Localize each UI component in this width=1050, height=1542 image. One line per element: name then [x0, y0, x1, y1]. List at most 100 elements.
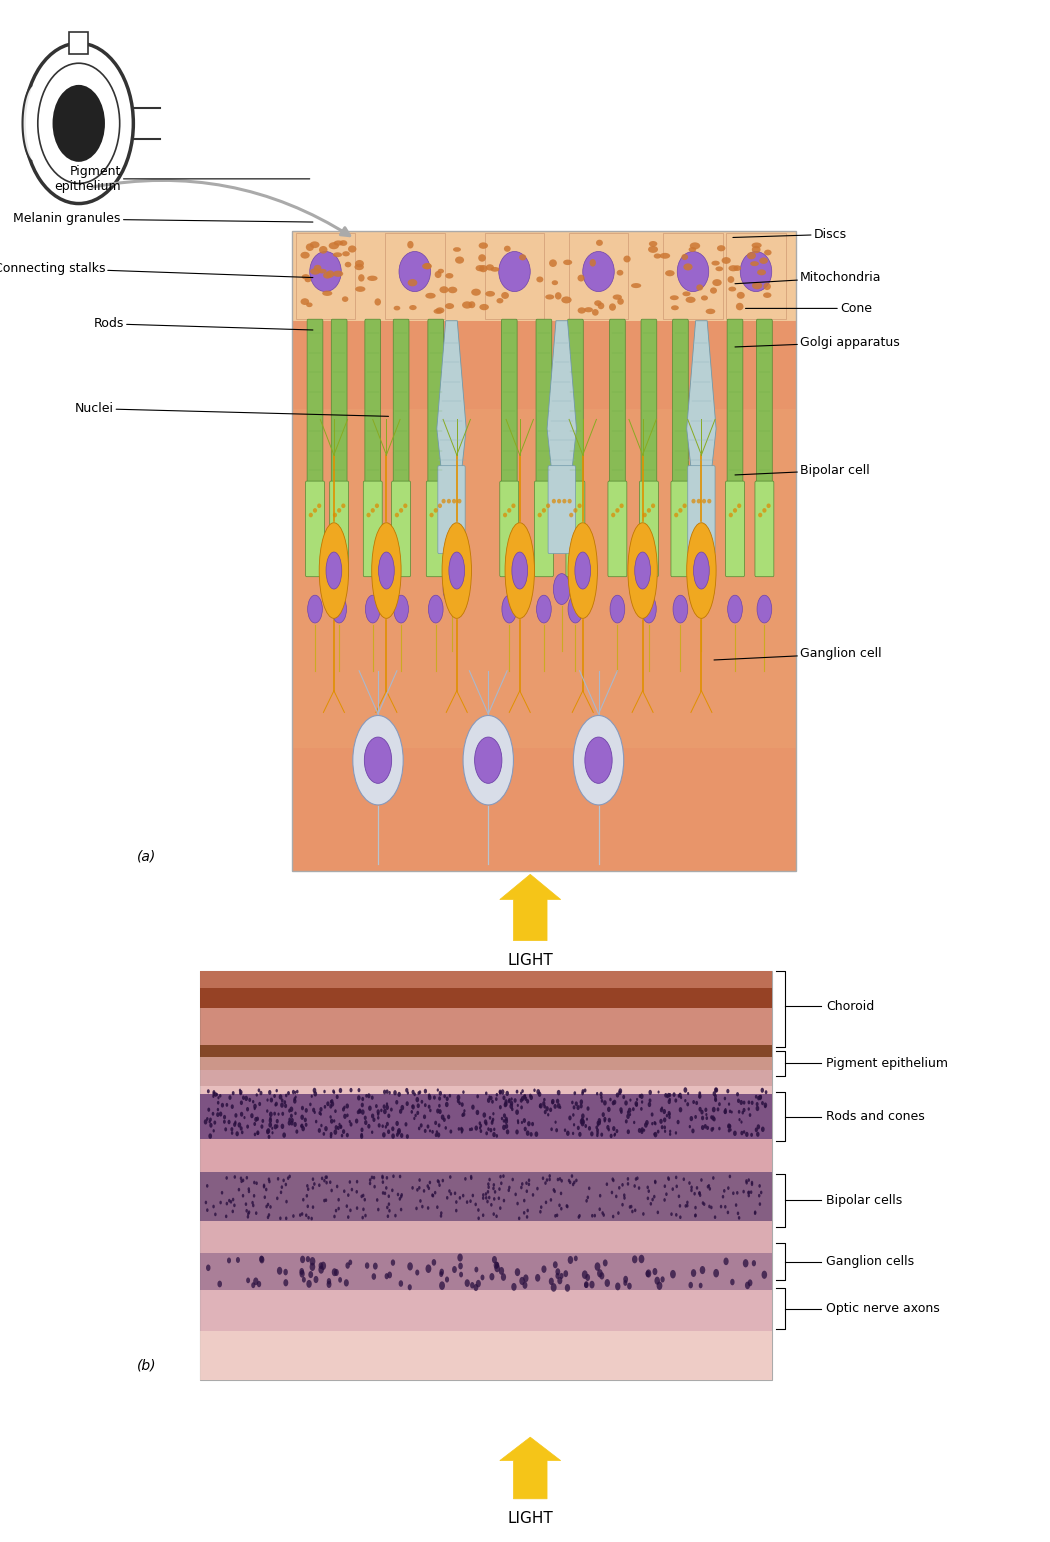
Ellipse shape: [677, 251, 709, 291]
Circle shape: [455, 1200, 458, 1204]
Circle shape: [499, 1206, 502, 1210]
Circle shape: [714, 1098, 717, 1103]
Circle shape: [713, 1092, 716, 1096]
Circle shape: [576, 1106, 580, 1110]
Circle shape: [578, 1215, 580, 1218]
Circle shape: [693, 1192, 696, 1195]
Circle shape: [381, 1177, 384, 1180]
Circle shape: [503, 1198, 505, 1203]
FancyBboxPatch shape: [200, 1221, 772, 1254]
Circle shape: [591, 1214, 593, 1218]
Circle shape: [587, 1195, 589, 1200]
Ellipse shape: [445, 273, 454, 279]
Circle shape: [487, 1127, 489, 1130]
Circle shape: [345, 1204, 349, 1207]
FancyBboxPatch shape: [484, 233, 544, 319]
Circle shape: [217, 1101, 219, 1104]
Ellipse shape: [475, 737, 502, 783]
Circle shape: [701, 1201, 705, 1204]
Circle shape: [24, 43, 133, 204]
Circle shape: [432, 1194, 435, 1198]
Circle shape: [457, 1099, 460, 1103]
Circle shape: [360, 1133, 363, 1140]
Circle shape: [698, 1107, 701, 1112]
Circle shape: [318, 1129, 321, 1133]
Circle shape: [246, 1177, 248, 1180]
FancyBboxPatch shape: [392, 481, 411, 577]
Circle shape: [429, 1129, 432, 1132]
Circle shape: [736, 1190, 738, 1195]
Circle shape: [485, 1197, 487, 1200]
Circle shape: [600, 1272, 605, 1280]
Circle shape: [504, 1101, 508, 1107]
Circle shape: [689, 1126, 691, 1129]
Circle shape: [676, 1119, 679, 1124]
Circle shape: [248, 1210, 250, 1214]
Ellipse shape: [429, 512, 434, 518]
Circle shape: [208, 1133, 212, 1140]
Circle shape: [555, 1214, 559, 1217]
Circle shape: [692, 1099, 695, 1104]
Circle shape: [545, 1106, 549, 1112]
Circle shape: [687, 1103, 689, 1106]
Circle shape: [638, 1255, 645, 1263]
Ellipse shape: [501, 291, 509, 299]
Circle shape: [516, 1109, 519, 1115]
Circle shape: [285, 1217, 288, 1220]
Circle shape: [449, 1192, 453, 1195]
Circle shape: [461, 1127, 464, 1132]
Circle shape: [488, 1095, 490, 1099]
Circle shape: [400, 1106, 404, 1110]
Circle shape: [606, 1183, 608, 1186]
Circle shape: [279, 1217, 281, 1220]
Circle shape: [608, 1118, 611, 1123]
Ellipse shape: [762, 509, 766, 513]
Ellipse shape: [558, 500, 562, 504]
Ellipse shape: [611, 512, 615, 518]
Circle shape: [593, 1214, 596, 1218]
Circle shape: [462, 1112, 465, 1116]
Ellipse shape: [468, 301, 476, 308]
Circle shape: [339, 1124, 342, 1129]
Circle shape: [587, 1106, 589, 1110]
Circle shape: [498, 1197, 500, 1200]
Circle shape: [654, 1277, 660, 1284]
Text: Golgi apparatus: Golgi apparatus: [735, 336, 900, 348]
Circle shape: [301, 1212, 303, 1215]
Circle shape: [385, 1104, 388, 1110]
FancyBboxPatch shape: [200, 1172, 772, 1221]
Circle shape: [223, 1115, 226, 1119]
Circle shape: [520, 1106, 523, 1109]
Circle shape: [242, 1095, 245, 1099]
Ellipse shape: [674, 512, 678, 518]
Ellipse shape: [478, 254, 486, 262]
Circle shape: [444, 1126, 447, 1130]
Circle shape: [306, 1257, 310, 1263]
Circle shape: [333, 1215, 336, 1218]
Circle shape: [699, 1194, 701, 1197]
Circle shape: [748, 1280, 753, 1286]
FancyBboxPatch shape: [548, 466, 575, 554]
Circle shape: [418, 1127, 420, 1130]
Circle shape: [648, 1189, 650, 1194]
Circle shape: [357, 1095, 360, 1101]
Ellipse shape: [552, 500, 557, 504]
Circle shape: [230, 1200, 232, 1204]
Circle shape: [629, 1206, 631, 1209]
Ellipse shape: [659, 253, 670, 259]
Circle shape: [212, 1090, 215, 1095]
Circle shape: [698, 1092, 701, 1095]
Ellipse shape: [729, 265, 738, 271]
Circle shape: [651, 1198, 654, 1201]
Circle shape: [302, 1198, 304, 1201]
Circle shape: [207, 1107, 210, 1112]
Circle shape: [699, 1266, 706, 1274]
Circle shape: [492, 1212, 495, 1217]
Circle shape: [376, 1198, 378, 1201]
Ellipse shape: [654, 253, 662, 259]
Circle shape: [749, 1113, 752, 1116]
Circle shape: [209, 1118, 212, 1121]
Circle shape: [400, 1194, 403, 1197]
Ellipse shape: [434, 308, 442, 315]
Circle shape: [588, 1126, 591, 1130]
